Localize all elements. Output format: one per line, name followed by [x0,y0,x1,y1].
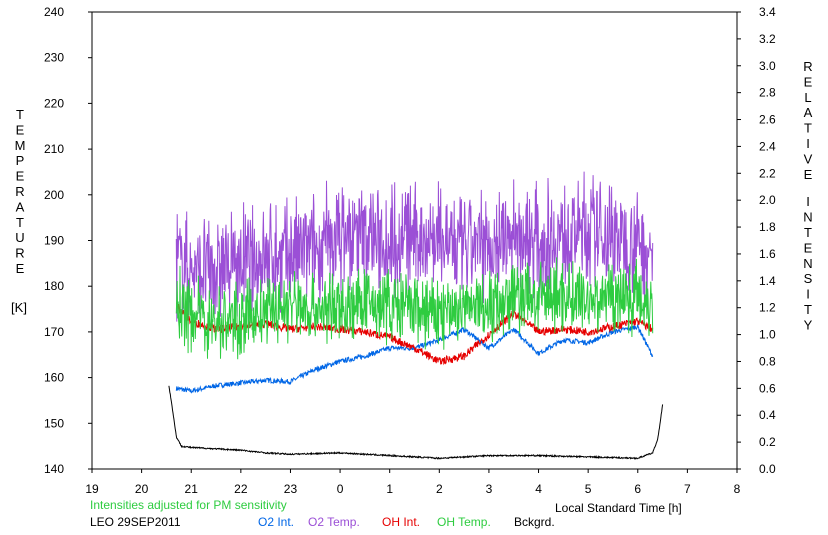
right-axis-letter: R [803,59,812,74]
legend-entry: OH Int. [382,515,420,529]
right-axis-letter: E [804,167,813,182]
right-axis-letter: T [804,302,812,317]
right-axis-letter: N [803,210,812,225]
x-tick-label: 6 [634,482,641,496]
x-axis-label: Local Standard Time [h] [555,501,682,515]
station-label: LEO 29SEP2011 [90,515,181,529]
right-axis-letter: L [804,90,811,105]
right-axis-letter: T [804,121,812,136]
left-tick-label: 190 [44,234,64,248]
left-tick-label: 150 [44,416,64,430]
x-axis-ticks: 19 20 21 22 23 0 1 2 3 4 5 6 7 8 [85,469,741,496]
series-bckgrd-line [168,385,664,460]
x-tick-label: 5 [585,482,592,496]
series-o2-temp-line [175,171,654,326]
left-axis-letter: E [16,169,25,184]
x-tick-label: 21 [185,482,199,496]
left-axis-letter: E [16,122,25,137]
right-tick-label: 1.4 [759,274,776,288]
left-tick-label: 140 [44,462,64,476]
right-tick-label: 2.8 [759,86,776,100]
right-axis-letter: A [804,105,813,120]
right-tick-label: 0.2 [759,435,776,449]
right-axis-letter: I [806,194,810,209]
right-axis-letter: I [806,287,810,302]
legend: O2 Int. O2 Temp. OH Int. OH Temp. Bckgrd. [258,515,555,529]
legend-entry: Bckgrd. [514,515,555,529]
right-tick-label: 0.6 [759,381,776,395]
left-axis-letter: E [16,261,25,276]
left-axis-letter: M [15,138,26,153]
right-tick-label: 2.2 [759,166,776,180]
x-tick-label: 3 [486,482,493,496]
series-layer [168,171,664,460]
right-tick-label: 0.0 [759,462,776,476]
x-tick-label: 19 [85,482,99,496]
x-tick-label: 20 [135,482,149,496]
right-axis-letter: E [804,74,813,89]
left-axis-ticks: 140 150 160 170 180 190 200 210 220 230 240 [44,5,92,476]
x-tick-label: 0 [337,482,344,496]
legend-entry: O2 Temp. [308,515,360,529]
right-tick-label: 2.0 [759,193,776,207]
x-tick-label: 8 [734,482,741,496]
right-tick-label: 0.4 [759,408,776,422]
left-tick-label: 170 [44,325,64,339]
left-axis-letter: T [16,215,24,230]
right-tick-label: 3.4 [759,5,776,19]
x-tick-label: 1 [386,482,393,496]
left-tick-label: 240 [44,5,64,19]
left-axis-letter: T [16,107,24,122]
right-axis-letter: N [803,256,812,271]
left-tick-label: 210 [44,142,64,156]
left-axis-letter: R [15,184,24,199]
right-tick-label: 1.8 [759,220,776,234]
x-tick-label: 4 [535,482,542,496]
legend-entry: OH Temp. [437,515,491,529]
x-tick-label: 2 [436,482,443,496]
right-axis-letter: S [804,271,813,286]
right-tick-label: 2.6 [759,113,776,127]
left-tick-label: 180 [44,279,64,293]
x-tick-label: 23 [284,482,298,496]
right-axis-letter: E [804,240,813,255]
left-tick-label: 160 [44,371,64,385]
right-axis-letter: V [804,151,813,166]
left-tick-label: 200 [44,188,64,202]
right-tick-label: 1.6 [759,247,776,261]
left-axis-letter: A [16,199,25,214]
right-axis-letter: T [804,225,812,240]
right-tick-label: 2.4 [759,139,776,153]
right-tick-label: 1.2 [759,301,776,315]
note-text: Intensities adjusted for PM sensitivity [90,498,287,512]
series-o2-int-line [175,324,654,394]
right-tick-label: 3.0 [759,59,776,73]
legend-entry: O2 Int. [258,515,294,529]
right-axis-letter: I [806,136,810,151]
right-tick-label: 1.0 [759,328,776,342]
left-axis-letter: P [16,153,25,168]
right-tick-label: 0.8 [759,354,776,368]
right-axis-letter: Y [804,317,813,332]
x-tick-label: 22 [234,482,248,496]
series-oh-temp-line [175,257,654,360]
right-axis-ticks: 0.0 0.2 0.4 0.6 0.8 1.0 1.2 1.4 1.6 1.8 2.0 2.2 2.4 2… [737,5,776,476]
left-axis-letter: U [15,230,24,245]
right-tick-label: 3.2 [759,32,776,46]
left-axis-letter: R [15,246,24,261]
left-tick-label: 230 [44,51,64,65]
x-tick-label: 7 [684,482,691,496]
left-tick-label: 220 [44,96,64,110]
left-axis-unit: [K] [11,300,27,315]
